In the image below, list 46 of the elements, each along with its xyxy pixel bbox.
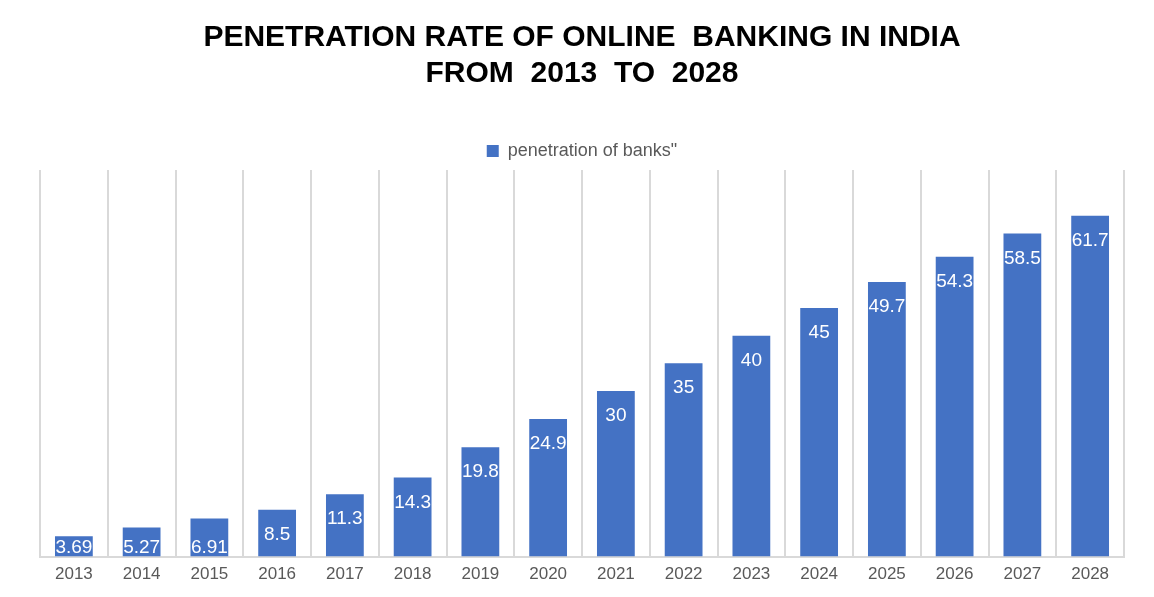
x-tick-label: 2027 xyxy=(1003,564,1042,584)
bar xyxy=(393,477,432,557)
data-label: 30 xyxy=(605,403,627,425)
x-tick-label: 2024 xyxy=(800,564,839,584)
x-tick-label: 2021 xyxy=(596,564,635,584)
data-label: 49.7 xyxy=(868,295,906,317)
x-tick-label: 2015 xyxy=(190,564,229,584)
data-label: 3.69 xyxy=(55,535,93,557)
data-label: 58.5 xyxy=(1003,246,1041,268)
bar xyxy=(800,308,839,557)
data-label: 54.3 xyxy=(936,269,974,291)
bar xyxy=(596,390,635,557)
bar xyxy=(325,494,364,557)
legend-label: penetration of banks" xyxy=(507,139,678,160)
data-label: 5.27 xyxy=(123,535,161,557)
data-label: 40 xyxy=(740,348,762,370)
bar xyxy=(732,335,771,557)
x-tick-label: 2023 xyxy=(732,564,771,584)
x-tick-label: 2028 xyxy=(1071,564,1110,584)
bar xyxy=(1071,215,1110,557)
data-label: 14.3 xyxy=(394,490,432,512)
bar xyxy=(461,447,500,557)
data-label: 11.3 xyxy=(327,507,363,529)
data-label: 8.5 xyxy=(263,522,291,544)
bar xyxy=(1003,233,1042,557)
x-tick-label: 2016 xyxy=(258,564,297,584)
x-tick-label: 2014 xyxy=(122,564,161,584)
data-label: 6.91 xyxy=(190,535,228,557)
chart-title: PENETRATION RATE OF ONLINE BANKING IN INDIA FROM 2013 TO 2028 xyxy=(203,19,961,89)
bar xyxy=(935,256,974,557)
x-tick-label: 2018 xyxy=(393,564,432,584)
bar xyxy=(867,282,906,557)
x-tick-label: 2026 xyxy=(935,564,974,584)
x-tick-label: 2022 xyxy=(664,564,703,584)
data-label: 61.7 xyxy=(1071,228,1109,250)
data-label: 24.9 xyxy=(529,432,567,454)
bar xyxy=(664,363,703,557)
bar xyxy=(529,419,568,557)
data-label: 45 xyxy=(808,321,830,343)
x-tick-label: 2020 xyxy=(529,564,568,584)
x-tick-label: 2013 xyxy=(54,564,93,584)
data-label: 19.8 xyxy=(461,460,499,482)
x-tick-label: 2025 xyxy=(867,564,906,584)
data-label: 35 xyxy=(673,376,695,398)
x-tick-label: 2017 xyxy=(325,564,364,584)
x-tick-label: 2019 xyxy=(461,564,500,584)
